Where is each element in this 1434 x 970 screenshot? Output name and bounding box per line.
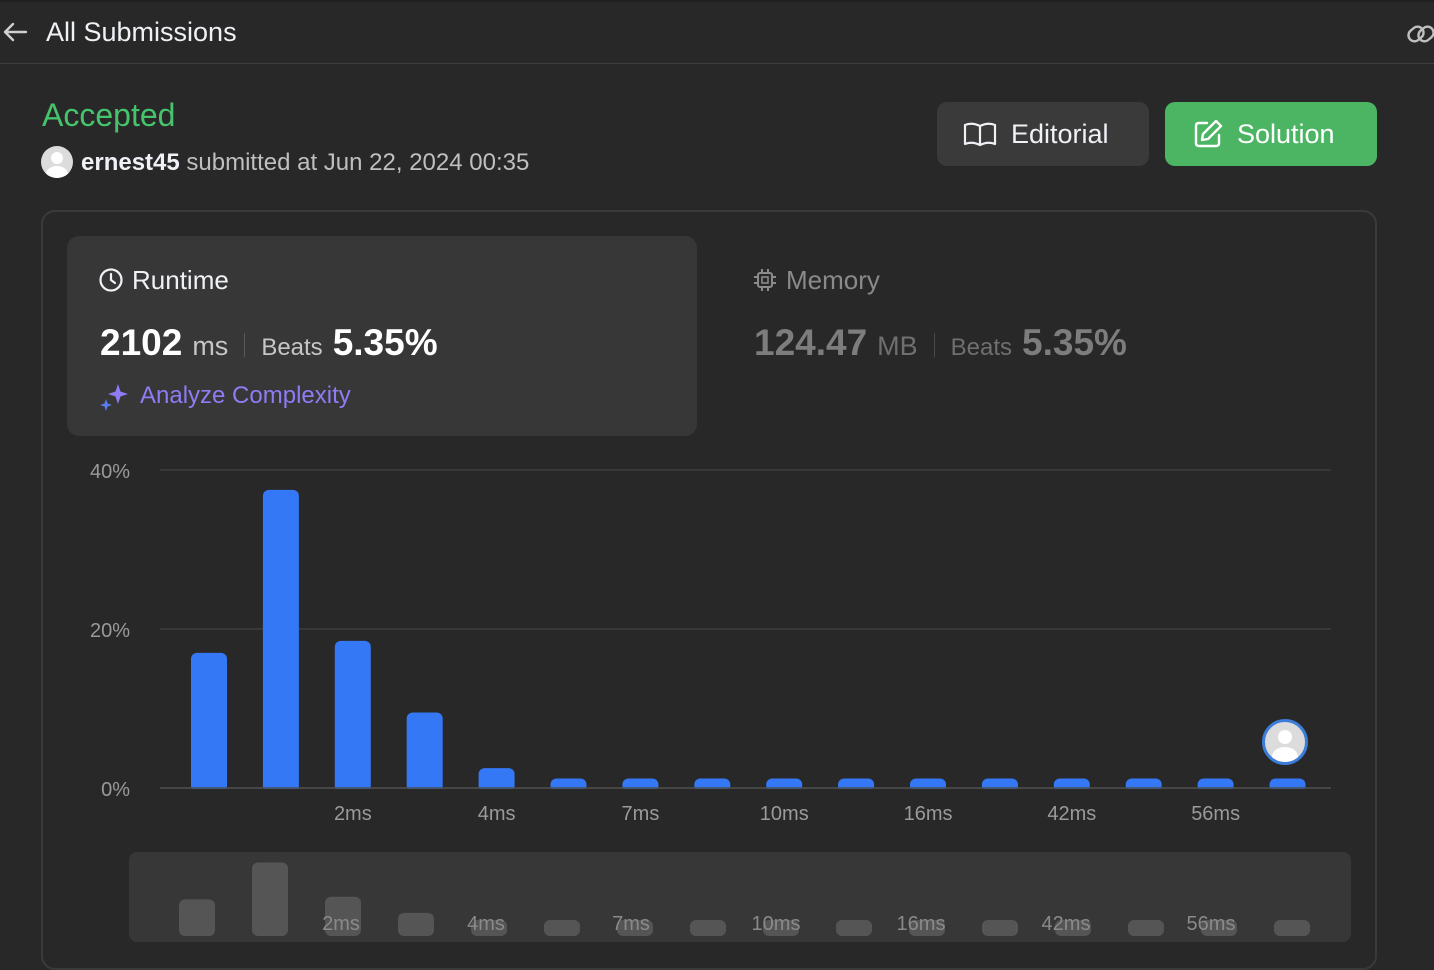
overview-bar — [617, 920, 653, 936]
runtime-distribution-chart: 0% 20% 40% 2ms 4ms 7ms 10ms 16ms 42ms 56ms — [90, 461, 1331, 825]
y-tick-label: 40% — [90, 461, 130, 483]
overview-bar — [1201, 920, 1237, 936]
runtime-title: Runtime — [98, 265, 229, 295]
username-link[interactable]: ernest45 — [81, 149, 180, 176]
runtime-card[interactable] — [67, 236, 697, 436]
memory-beats-value: 5.35% — [1022, 322, 1127, 363]
memory-value: 124.47 — [754, 322, 868, 363]
overview-tick-label: 7ms — [612, 913, 650, 935]
x-tick-label: 7ms — [622, 803, 660, 825]
overview-bar — [325, 896, 361, 936]
x-tick-label: 56ms — [1191, 803, 1240, 825]
runtime-value: 2102 — [100, 322, 183, 363]
analyze-complexity-button[interactable]: Analyze Complexity — [100, 381, 351, 411]
overview-bar — [690, 920, 726, 936]
overview-bar — [763, 920, 799, 936]
overview-bar — [179, 899, 215, 936]
memory-beats-label: Beats — [950, 334, 1013, 361]
runtime-unit: ms — [192, 331, 229, 361]
overview-tick-label: 42ms — [1042, 913, 1091, 935]
overview-bar — [252, 862, 288, 936]
edit-icon — [1194, 119, 1223, 148]
your-submission-marker[interactable] — [1262, 719, 1308, 765]
x-tick-label: 10ms — [760, 803, 809, 825]
overview-tick-label: 10ms — [752, 913, 801, 935]
chart-bar — [262, 489, 299, 792]
clock-icon — [99, 268, 123, 292]
x-tick-label: 42ms — [1047, 803, 1096, 825]
submission-status: Accepted — [42, 97, 176, 133]
submitted-time: submitted at Jun 22, 2024 00:35 — [186, 149, 530, 176]
overview-bar — [836, 920, 872, 936]
overview-bar — [471, 920, 507, 936]
divider — [244, 333, 246, 357]
solution-button[interactable]: Solution — [1165, 102, 1377, 166]
sparkle-icon — [100, 384, 128, 411]
x-tick-label: 4ms — [478, 803, 516, 825]
overview-bar — [1128, 920, 1164, 936]
overview-bar — [909, 920, 945, 936]
editorial-button[interactable]: Editorial — [937, 102, 1149, 166]
overview-tick-label: 16ms — [897, 913, 946, 935]
link-icon[interactable] — [1406, 20, 1434, 48]
overview-tick-label: 2ms — [322, 913, 360, 935]
chart-overview[interactable]: 2ms 4ms 7ms 10ms 16ms 42ms 56ms — [129, 852, 1351, 938]
overview-bar — [1055, 920, 1091, 936]
chart-bar — [334, 640, 371, 792]
user-avatar[interactable] — [41, 146, 73, 178]
y-tick-label: 0% — [101, 779, 130, 801]
chart-bar — [478, 768, 515, 792]
analyze-complexity-label: Analyze Complexity — [140, 382, 351, 409]
runtime-beats-label: Beats — [261, 334, 323, 361]
x-tick-label: 2ms — [334, 803, 372, 825]
overview-bar — [544, 920, 580, 936]
editorial-label: Editorial — [1011, 118, 1109, 149]
solution-label: Solution — [1237, 118, 1335, 149]
chart-bar — [406, 712, 443, 792]
memory-title[interactable]: Memory — [752, 265, 880, 295]
overview-tick-label: 56ms — [1187, 913, 1236, 935]
overview-bar — [1274, 920, 1310, 936]
overview-tick-label: 4ms — [467, 913, 505, 935]
chart-bar — [191, 652, 227, 792]
runtime-metric: 2102 ms Beats 5.35% — [100, 322, 438, 368]
memory-unit: MB — [877, 331, 918, 361]
memory-metric: 124.47 MB Beats 5.35% — [754, 322, 1127, 368]
divider — [933, 333, 935, 357]
all-submissions-link[interactable]: All Submissions — [46, 17, 237, 47]
arrow-left-icon[interactable] — [2, 20, 28, 44]
book-icon — [963, 122, 997, 147]
submission-info: ernest45 submitted at Jun 22, 2024 00:35 — [81, 148, 529, 178]
runtime-title-label: Runtime — [132, 265, 229, 295]
top-bar — [0, 0, 1434, 64]
x-tick-label: 16ms — [904, 803, 953, 825]
overview-bar — [398, 912, 434, 936]
y-tick-label: 20% — [90, 620, 130, 642]
overview-bar — [982, 920, 1018, 936]
runtime-beats-value: 5.35% — [332, 322, 438, 363]
memory-title-label: Memory — [786, 265, 880, 295]
chip-icon — [754, 269, 776, 291]
